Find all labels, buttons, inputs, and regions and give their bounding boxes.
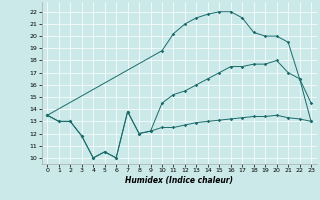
X-axis label: Humidex (Indice chaleur): Humidex (Indice chaleur) [125, 176, 233, 185]
